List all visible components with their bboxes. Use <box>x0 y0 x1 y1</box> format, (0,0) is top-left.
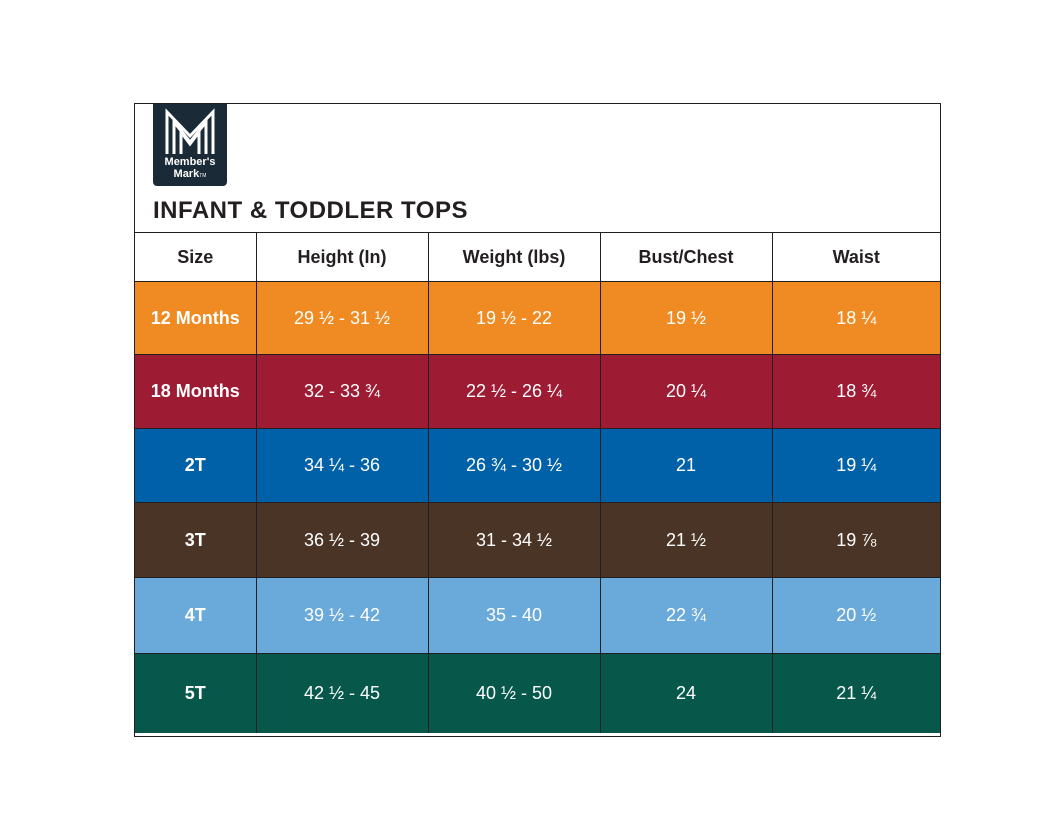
table-row: 2T 34 ¼ - 36 26 ¾ - 30 ½ 21 19 ¼ <box>135 428 940 503</box>
table-row: 4T 39 ½ - 42 35 - 40 22 ¾ 20 ½ <box>135 577 940 654</box>
waist-cell: 19 ⅞ <box>772 502 940 578</box>
height-cell: 39 ½ - 42 <box>256 577 429 654</box>
bust-chest-cell: 22 ¾ <box>600 577 773 654</box>
chart-header: Member's MarkTM INFANT & TODDLER TOPS <box>135 104 940 234</box>
bust-chest-cell: 19 ½ <box>600 281 773 355</box>
bust-chest-cell: 20 ¼ <box>600 354 773 429</box>
table-row: 5T 42 ½ - 45 40 ½ - 50 24 21 ¼ <box>135 653 940 733</box>
waist-cell: 18 ¼ <box>772 281 940 355</box>
waist-cell: 18 ¾ <box>772 354 940 429</box>
weight-cell: 40 ½ - 50 <box>428 653 601 733</box>
size-cell: 2T <box>135 428 257 503</box>
column-header-height: Height (In) <box>256 232 429 282</box>
logo-line-2: MarkTM <box>153 169 227 182</box>
size-chart-card: Member's MarkTM INFANT & TODDLER TOPS Si… <box>134 103 941 737</box>
weight-cell: 26 ¾ - 30 ½ <box>428 428 601 503</box>
bust-chest-cell: 24 <box>600 653 773 733</box>
height-cell: 42 ½ - 45 <box>256 653 429 733</box>
size-cell: 3T <box>135 502 257 578</box>
header-row: Size Height (In) Weight (lbs) Bust/Chest… <box>135 232 940 282</box>
weight-cell: 31 - 34 ½ <box>428 502 601 578</box>
table-row: 12 Months 29 ½ - 31 ½ 19 ½ - 22 19 ½ 18 … <box>135 281 940 355</box>
waist-cell: 19 ¼ <box>772 428 940 503</box>
size-cell: 4T <box>135 577 257 654</box>
column-header-bust-chest: Bust/Chest <box>600 232 773 282</box>
size-cell: 18 Months <box>135 354 257 429</box>
table-row: 3T 36 ½ - 39 31 - 34 ½ 21 ½ 19 ⅞ <box>135 502 940 578</box>
height-cell: 36 ½ - 39 <box>256 502 429 578</box>
size-cell: 5T <box>135 653 257 733</box>
weight-cell: 35 - 40 <box>428 577 601 654</box>
bust-chest-cell: 21 ½ <box>600 502 773 578</box>
chart-title: INFANT & TODDLER TOPS <box>153 197 468 224</box>
weight-cell: 22 ½ - 26 ¼ <box>428 354 601 429</box>
logo-line-2-text: Mark <box>173 168 200 180</box>
column-header-waist: Waist <box>772 232 940 282</box>
waist-cell: 20 ½ <box>772 577 940 654</box>
bust-chest-cell: 21 <box>600 428 773 503</box>
logo-trademark: TM <box>199 173 207 179</box>
column-header-weight: Weight (lbs) <box>428 232 601 282</box>
height-cell: 32 - 33 ¾ <box>256 354 429 429</box>
height-cell: 29 ½ - 31 ½ <box>256 281 429 355</box>
height-cell: 34 ¼ - 36 <box>256 428 429 503</box>
waist-cell: 21 ¼ <box>772 653 940 733</box>
weight-cell: 19 ½ - 22 <box>428 281 601 355</box>
logo-line-1: Member's <box>164 156 216 168</box>
logo-m-icon <box>165 108 215 154</box>
size-cell: 12 Months <box>135 281 257 355</box>
members-mark-logo: Member's MarkTM <box>153 104 227 186</box>
size-table: Size Height (In) Weight (lbs) Bust/Chest… <box>135 232 940 733</box>
column-header-size: Size <box>135 232 257 282</box>
table-row: 18 Months 32 - 33 ¾ 22 ½ - 26 ¼ 20 ¼ 18 … <box>135 354 940 429</box>
